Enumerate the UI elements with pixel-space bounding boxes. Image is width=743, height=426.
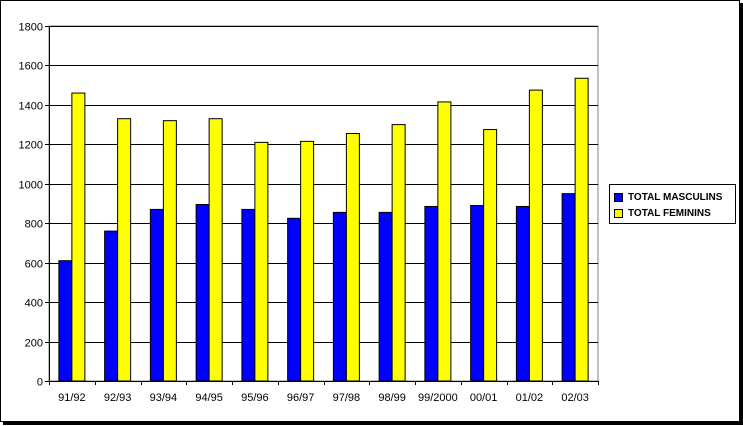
bar-masculins bbox=[561, 193, 576, 382]
bars bbox=[58, 77, 589, 382]
bar-feminins bbox=[483, 129, 498, 382]
legend-label-feminins: TOTAL FEMININS bbox=[628, 207, 711, 219]
bar-feminins bbox=[117, 118, 132, 382]
x-tick-label: 94/95 bbox=[195, 392, 223, 404]
legend-item-feminins: TOTAL FEMININS bbox=[614, 205, 735, 221]
bar-feminins bbox=[300, 140, 315, 382]
y-tick-label: 600 bbox=[25, 259, 43, 271]
bar-feminins bbox=[574, 77, 589, 382]
bar-chart: 0 200 400 600 800 1000 1200 1400 1600 1800 91/92 92… bbox=[19, 22, 599, 404]
y-tick-label: 1000 bbox=[19, 180, 43, 192]
bar-masculins bbox=[332, 211, 347, 382]
y-tick-label: 200 bbox=[25, 338, 43, 350]
y-tick-label: 400 bbox=[25, 298, 43, 310]
legend-swatch-masculins bbox=[614, 192, 623, 202]
x-tick-label: 92/93 bbox=[104, 392, 132, 404]
bar-feminins bbox=[437, 101, 452, 382]
bar-masculins bbox=[241, 208, 256, 382]
bar-feminins bbox=[254, 141, 269, 382]
bar-feminins bbox=[162, 120, 177, 382]
x-tick-label: 91/92 bbox=[58, 392, 86, 404]
y-tick-label: 800 bbox=[25, 219, 43, 231]
bar-feminins bbox=[208, 118, 223, 382]
bar-feminins bbox=[391, 124, 406, 382]
x-tick-label: 93/94 bbox=[150, 392, 178, 404]
y-tick-label: 1600 bbox=[19, 61, 43, 73]
bar-masculins bbox=[424, 205, 439, 382]
bar-masculins bbox=[470, 204, 485, 382]
bar-feminins bbox=[71, 92, 86, 382]
x-tick-label: 00/01 bbox=[470, 392, 498, 404]
y-tick-label: 1200 bbox=[19, 140, 43, 152]
x-tick-label: 95/96 bbox=[241, 392, 269, 404]
axes: 0 200 400 600 800 1000 1200 1400 1600 1800 91/92 92… bbox=[19, 22, 599, 404]
bar-masculins bbox=[195, 203, 210, 382]
bar-masculins bbox=[58, 260, 73, 382]
y-tick-label: 1400 bbox=[19, 101, 43, 113]
x-tick-label: 99/2000 bbox=[418, 392, 458, 404]
bar-feminins bbox=[528, 89, 543, 382]
x-tick-label: 02/03 bbox=[561, 392, 589, 404]
bar-masculins bbox=[104, 230, 119, 382]
bar-feminins bbox=[345, 132, 360, 382]
y-tick-label: 0 bbox=[37, 377, 43, 389]
bar-masculins bbox=[287, 217, 302, 382]
bar-masculins bbox=[149, 208, 164, 382]
x-tick-label: 01/02 bbox=[516, 392, 544, 404]
legend-item-masculins: TOTAL MASCULINS bbox=[614, 189, 735, 205]
legend: TOTAL MASCULINS TOTAL FEMININS bbox=[609, 184, 736, 224]
legend-swatch-feminins bbox=[614, 208, 623, 218]
y-tick-label: 1800 bbox=[19, 22, 43, 34]
plot-background bbox=[48, 25, 599, 382]
legend-label-masculins: TOTAL MASCULINS bbox=[628, 191, 723, 203]
bar-masculins bbox=[515, 205, 530, 382]
x-tick-label: 96/97 bbox=[287, 392, 315, 404]
gridlines bbox=[48, 25, 599, 382]
bar-masculins bbox=[378, 211, 393, 382]
x-tick-label: 98/99 bbox=[378, 392, 406, 404]
x-tick-label: 97/98 bbox=[333, 392, 361, 404]
